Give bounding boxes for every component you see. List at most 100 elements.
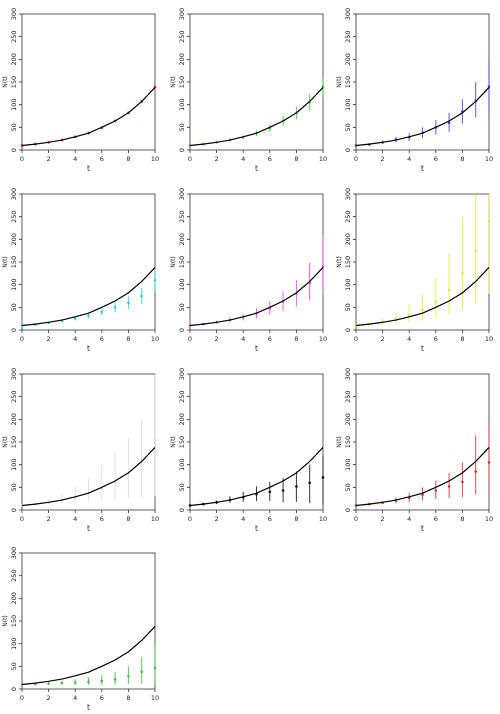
- x-tick-label: 10: [151, 694, 159, 702]
- y-tick-label: 50: [178, 123, 186, 131]
- x-tick-label: 2: [47, 515, 51, 523]
- y-tick-label: 200: [344, 233, 352, 245]
- x-tick-label: 4: [241, 515, 245, 523]
- y-tick-label: 100: [10, 278, 18, 290]
- data-point: [100, 310, 104, 314]
- y-tick-label: 0: [178, 508, 186, 512]
- data-point: [140, 294, 143, 298]
- panel-8: 0 50 100 150 200 250 300 0 2 4 6 8 10 N(t) t: [170, 368, 327, 533]
- plot-frame: [21, 13, 156, 151]
- data-point: [153, 438, 157, 442]
- data-point: [113, 306, 117, 309]
- x-axis-label: t: [421, 164, 424, 173]
- x-tick-label: 0: [354, 335, 358, 343]
- x-axis-label: t: [421, 524, 424, 533]
- data-point: [447, 121, 451, 125]
- x-tick-label: 10: [485, 335, 493, 343]
- model-curve: [189, 267, 324, 327]
- x-tick-label: 0: [354, 515, 358, 523]
- y-tick-label: 150: [10, 256, 18, 268]
- x-tick-label: 6: [434, 515, 438, 523]
- x-tick-label: 8: [126, 694, 130, 702]
- model-curve: [21, 267, 156, 327]
- data-point: [87, 314, 90, 317]
- y-axis-label: N(t): [2, 615, 9, 627]
- x-tick-label: 8: [294, 335, 298, 343]
- y-tick-label: 100: [344, 278, 352, 290]
- data-point: [487, 85, 491, 88]
- y-axis-label: N(t): [336, 256, 343, 268]
- x-tick-label: 6: [100, 155, 104, 163]
- data-point: [127, 675, 130, 678]
- x-axis-label: t: [421, 344, 424, 353]
- y-axis-label: N(t): [170, 76, 177, 88]
- y-tick-label: 100: [10, 98, 18, 110]
- x-tick-label: 6: [268, 515, 272, 523]
- y-tick-label: 50: [10, 483, 18, 491]
- x-tick-label: 8: [294, 515, 298, 523]
- panel-6: 0 50 100 150 200 250 300 0 2 4 6 8 10 N(t) t: [336, 188, 493, 353]
- y-tick-label: 250: [10, 390, 18, 402]
- y-tick-label: 0: [344, 508, 352, 512]
- data-point: [153, 666, 157, 670]
- y-tick-label: 50: [344, 303, 352, 311]
- x-axis-label: t: [87, 524, 90, 533]
- y-tick-label: 0: [10, 508, 18, 512]
- y-tick-label: 0: [10, 687, 18, 691]
- y-axis-label: N(t): [2, 256, 9, 268]
- plot-frame: [21, 193, 156, 331]
- data-point: [447, 485, 451, 488]
- y-tick-label: 200: [10, 592, 18, 604]
- x-tick-label: 10: [485, 515, 493, 523]
- y-tick-label: 250: [10, 210, 18, 222]
- y-tick-label: 150: [344, 76, 352, 88]
- x-tick-label: 2: [47, 335, 51, 343]
- data-point: [113, 678, 117, 681]
- y-tick-label: 150: [344, 256, 352, 268]
- x-tick-label: 2: [381, 155, 385, 163]
- x-tick-label: 8: [126, 515, 130, 523]
- x-tick-label: 2: [47, 694, 51, 702]
- x-tick-label: 4: [407, 155, 411, 163]
- y-tick-label: 300: [344, 8, 352, 20]
- x-tick-label: 4: [241, 335, 245, 343]
- data-point: [127, 301, 130, 305]
- data-point: [461, 480, 464, 484]
- plot-frame: [21, 552, 156, 690]
- y-tick-label: 100: [10, 458, 18, 470]
- data-point: [73, 681, 77, 684]
- data-point: [461, 272, 464, 275]
- x-tick-label: 10: [319, 335, 327, 343]
- x-tick-label: 6: [100, 515, 104, 523]
- y-tick-label: 200: [10, 233, 18, 245]
- y-tick-label: 200: [10, 413, 18, 425]
- y-tick-label: 100: [344, 458, 352, 470]
- y-tick-label: 200: [344, 413, 352, 425]
- x-tick-label: 8: [294, 155, 298, 163]
- x-tick-label: 8: [460, 515, 464, 523]
- y-tick-label: 300: [10, 368, 18, 380]
- y-tick-label: 100: [178, 98, 186, 110]
- data-point: [434, 300, 438, 304]
- y-tick-label: 0: [178, 328, 186, 332]
- y-tick-label: 200: [178, 233, 186, 245]
- panel-9: 0 50 100 150 200 250 300 0 2 4 6 8 10 N(t) t: [336, 368, 493, 533]
- y-tick-label: 300: [10, 188, 18, 200]
- data-point: [153, 278, 157, 282]
- panel-1: 0 50 100 150 200 250 300 0 2 4 6 8 10 N(t) t: [2, 8, 159, 173]
- y-tick-label: 300: [178, 188, 186, 200]
- panel-3: 0 50 100 150 200 250 300 0 2 4 6 8 10 N(t) t: [336, 8, 493, 173]
- data-point: [447, 288, 451, 292]
- y-tick-label: 0: [10, 148, 18, 152]
- x-tick-label: 2: [381, 515, 385, 523]
- data-point: [47, 682, 50, 685]
- x-tick-label: 4: [73, 694, 77, 702]
- x-tick-label: 10: [151, 335, 159, 343]
- x-tick-label: 10: [319, 515, 327, 523]
- data-point: [87, 680, 90, 684]
- y-tick-label: 300: [10, 8, 18, 20]
- y-tick-label: 150: [178, 436, 186, 448]
- y-tick-label: 300: [10, 547, 18, 559]
- panel-4: 0 50 100 150 200 250 300 0 2 4 6 8 10 N(t) t: [2, 188, 159, 353]
- data-point: [474, 249, 478, 252]
